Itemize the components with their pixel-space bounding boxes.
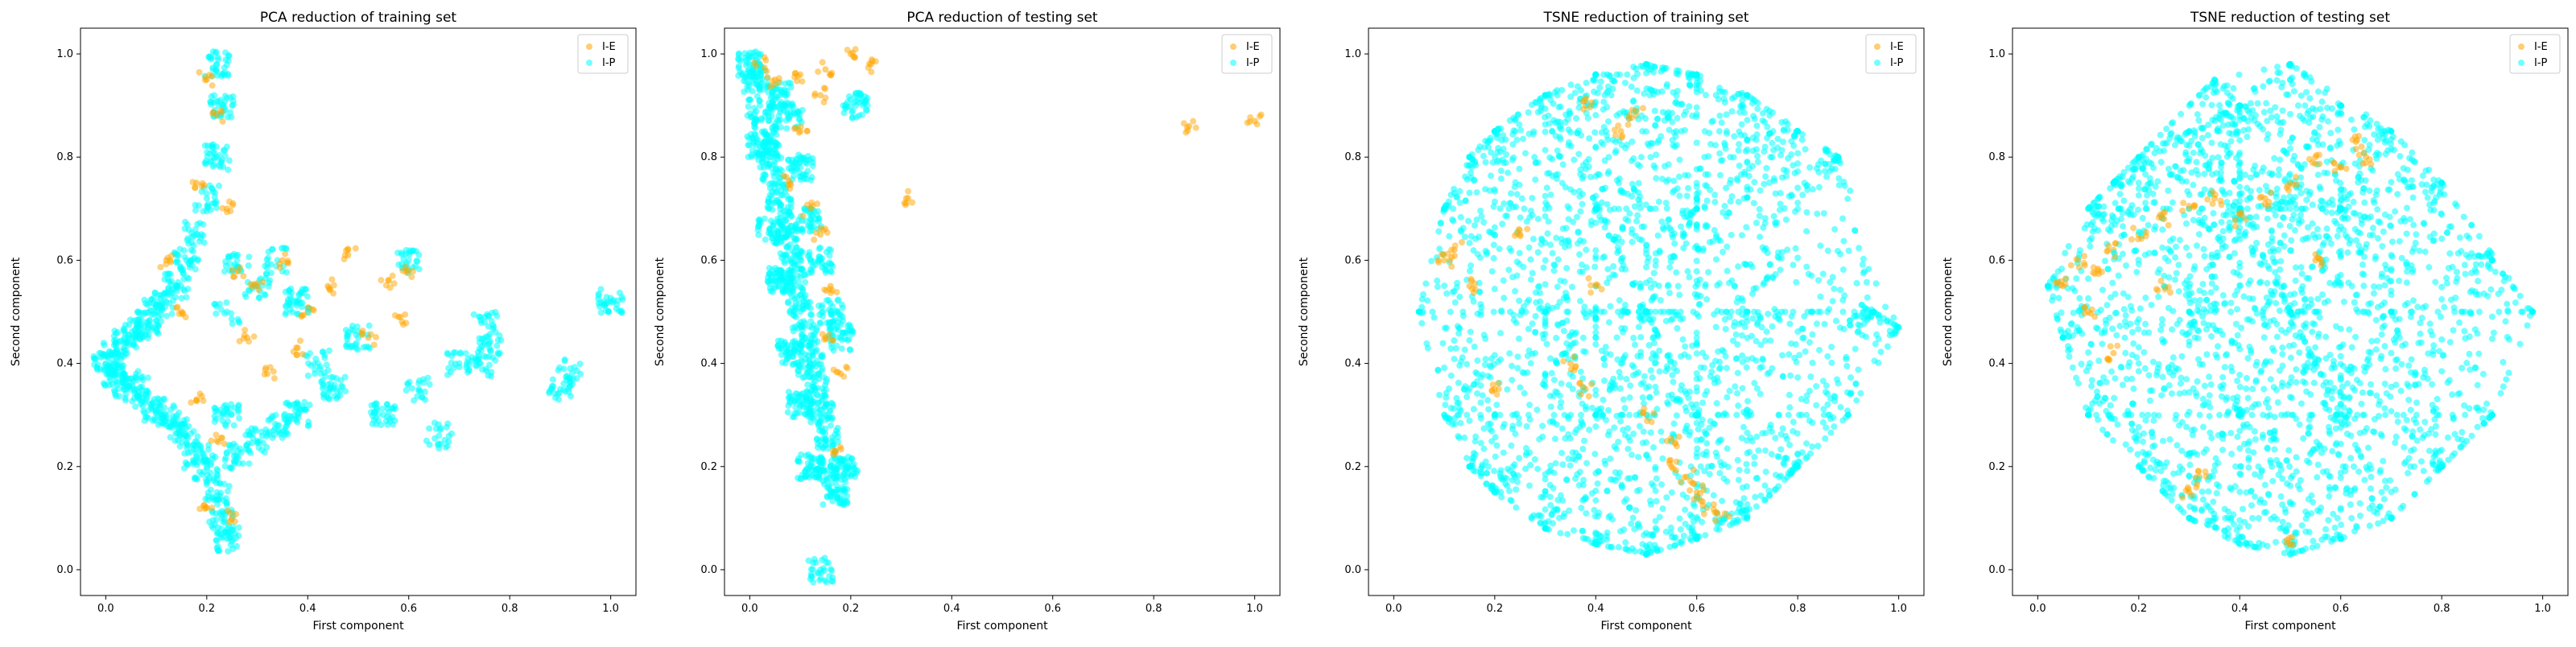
y-tick-label: 0.2	[1988, 461, 2005, 473]
x-tick-label: 0.6	[2332, 603, 2349, 615]
y-tick-label: 0.4	[56, 358, 73, 370]
y-tick-label: 1.0	[700, 48, 717, 60]
legend-marker-i-e	[2518, 43, 2524, 50]
legend-marker-i-p	[1874, 60, 1880, 66]
y-tick-label: 0.2	[56, 461, 73, 473]
chart-title: TSNE reduction of training set	[1542, 10, 1748, 26]
legend-marker-i-p	[586, 60, 592, 66]
x-tick-label: 1.0	[1246, 603, 1263, 615]
chart-svg-pca-training: PCA reduction of training set 0.0 0.2 0.4 0.…	[0, 0, 644, 644]
x-tick-label: 0.2	[1486, 603, 1503, 615]
plot-frame	[724, 28, 1280, 595]
x-tick-label: 1.0	[1890, 603, 1907, 615]
y-tick-label: 0.0	[700, 564, 717, 576]
legend-label-i-p: I-P	[1246, 57, 1260, 69]
y-axis-label: Second component	[1942, 257, 1955, 366]
legend-marker-i-e	[1874, 43, 1880, 50]
y-tick-label: 1.0	[56, 48, 73, 60]
x-tick-label: 0.8	[502, 603, 518, 615]
x-tick-label: 0.2	[842, 603, 859, 615]
chart-svg-tsne-testing: TSNE reduction of testing set 0.0 0.2 0.4 0.…	[1932, 0, 2576, 644]
x-tick-label: 0.4	[943, 603, 960, 615]
x-tick-label: 0.2	[2130, 603, 2147, 615]
legend-marker-i-p	[1230, 60, 1236, 66]
legend-marker-i-e	[586, 43, 592, 50]
y-tick-label: 1.0	[1988, 48, 2005, 60]
density-texture	[1416, 61, 1902, 558]
legend-label-i-p: I-P	[1890, 57, 1904, 69]
legend-marker-i-e	[1230, 43, 1236, 50]
chart-title: TSNE reduction of testing set	[2190, 10, 2390, 26]
legend: I-E I-P	[2510, 35, 2560, 73]
density-texture	[2045, 61, 2536, 558]
x-tick-label: 0.8	[1146, 603, 1162, 615]
x-tick-label: 1.0	[2534, 603, 2551, 615]
chart-panel-pca-testing: PCA reduction of testing set 0.0 0.2 0.4 0.6…	[644, 0, 1288, 644]
legend-label-i-p: I-P	[602, 57, 616, 69]
y-tick-label: 0.8	[56, 151, 73, 163]
chart-svg-tsne-training: TSNE reduction of training set 0.0 0.2 0.4 0…	[1288, 0, 1932, 644]
chart-title: PCA reduction of testing set	[906, 10, 1098, 26]
y-tick-label: 0.0	[1988, 564, 2005, 576]
y-tick-label: 0.6	[1988, 254, 2005, 266]
x-tick-label: 0.6	[400, 603, 417, 615]
x-axis-label: First component	[1600, 620, 1692, 633]
x-tick-label: 0.0	[741, 603, 758, 615]
x-tick-label: 0.0	[97, 603, 114, 615]
x-axis-label: First component	[2244, 620, 2336, 633]
y-tick-label: 0.8	[1988, 151, 2005, 163]
y-tick-label: 0.4	[1988, 358, 2005, 370]
legend-label-i-e: I-E	[2534, 41, 2548, 53]
x-tick-label: 0.8	[1790, 603, 1806, 615]
legend-marker-i-p	[2518, 60, 2524, 66]
x-tick-label: 0.0	[1385, 603, 1402, 615]
x-tick-label: 1.0	[602, 603, 619, 615]
y-tick-label: 1.0	[1344, 48, 1361, 60]
x-tick-label: 0.6	[1688, 603, 1705, 615]
y-tick-label: 0.0	[56, 564, 73, 576]
chart-panel-tsne-training: TSNE reduction of training set 0.0 0.2 0.4 0…	[1288, 0, 1932, 644]
legend-label-i-p: I-P	[2534, 57, 2548, 69]
legend-label-i-e: I-E	[1246, 41, 1260, 53]
y-tick-label: 0.4	[700, 358, 717, 370]
scatter-point-i-e	[2110, 350, 2116, 356]
chart-svg-pca-testing: PCA reduction of testing set 0.0 0.2 0.4 0.6…	[644, 0, 1288, 644]
y-tick-label: 0.2	[1344, 461, 1361, 473]
y-tick-label: 0.6	[56, 254, 73, 266]
y-axis-label: Second component	[1298, 257, 1311, 366]
legend-label-i-e: I-E	[1890, 41, 1904, 53]
x-axis-label: First component	[312, 620, 404, 633]
x-tick-label: 0.4	[1587, 603, 1604, 615]
chart-title: PCA reduction of training set	[260, 10, 456, 26]
x-tick-label: 0.8	[2434, 603, 2450, 615]
density-texture	[90, 48, 625, 554]
chart-panel-pca-training: PCA reduction of training set 0.0 0.2 0.4 0.…	[0, 0, 644, 644]
y-axis-label: Second component	[654, 257, 667, 366]
y-tick-label: 0.8	[700, 151, 717, 163]
legend: I-E I-P	[1222, 35, 1272, 73]
legend: I-E I-P	[1866, 35, 1916, 73]
legend-label-i-e: I-E	[602, 41, 616, 53]
x-axis-label: First component	[956, 620, 1048, 633]
x-tick-label: 0.2	[198, 603, 215, 615]
y-tick-label: 0.6	[700, 254, 717, 266]
x-tick-label: 0.6	[1044, 603, 1061, 615]
y-tick-label: 0.2	[700, 461, 717, 473]
y-axis-label: Second component	[10, 257, 23, 366]
y-tick-label: 0.8	[1344, 151, 1361, 163]
x-tick-label: 0.4	[299, 603, 316, 615]
series-i-p	[102, 61, 613, 542]
x-tick-label: 0.4	[2231, 603, 2248, 615]
density-texture	[735, 46, 1264, 585]
chart-panel-tsne-testing: TSNE reduction of testing set 0.0 0.2 0.4 0.…	[1932, 0, 2576, 644]
legend: I-E I-P	[578, 35, 628, 73]
y-tick-label: 0.4	[1344, 358, 1361, 370]
y-tick-label: 0.0	[1344, 564, 1361, 576]
x-tick-label: 0.0	[2029, 603, 2046, 615]
y-tick-label: 0.6	[1344, 254, 1361, 266]
